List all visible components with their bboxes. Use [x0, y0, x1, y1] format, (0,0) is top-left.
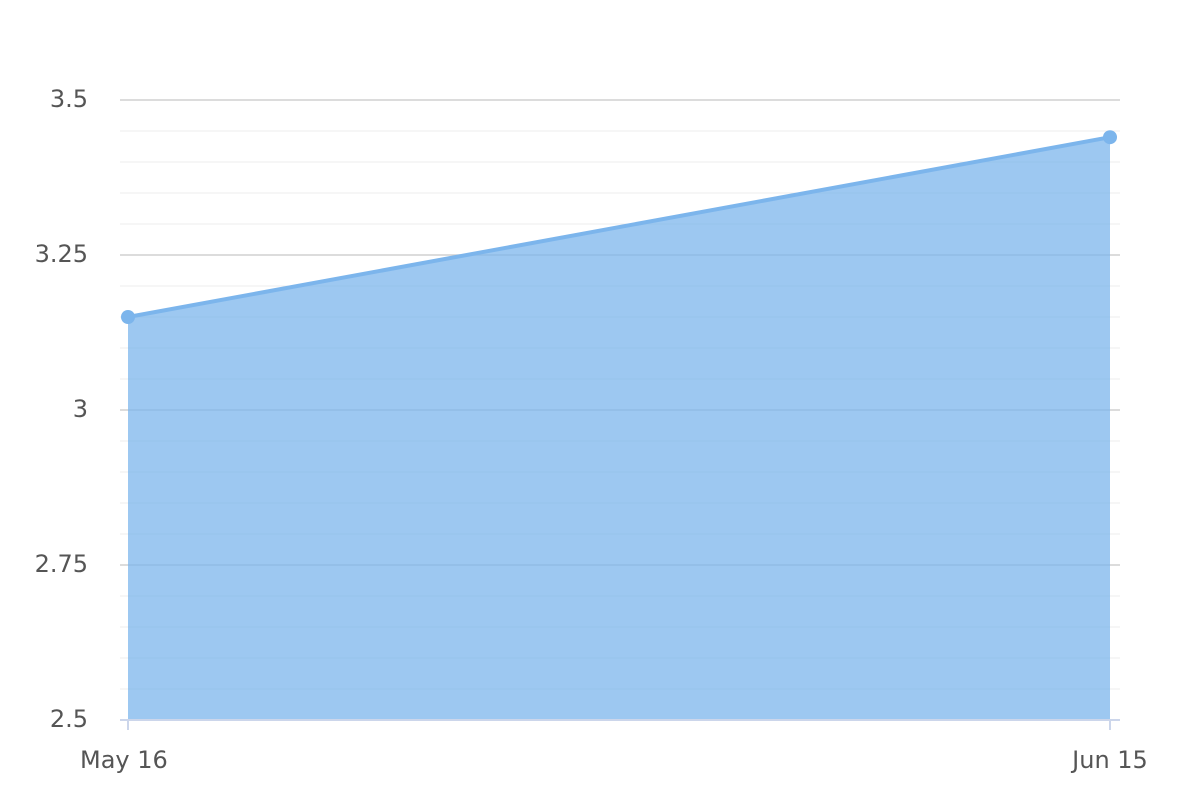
area: [128, 137, 1110, 720]
x-tick-label: May 16: [80, 746, 168, 774]
y-tick-label: 2.5: [50, 705, 88, 733]
y-tick-label: 3: [73, 395, 88, 423]
y-tick-label: 3.25: [35, 240, 88, 268]
x-tick-label: Jun 15: [1070, 746, 1148, 774]
point: [121, 310, 135, 324]
line: [127, 135, 1111, 319]
y-tick-label: 3.5: [50, 85, 88, 113]
y-tick-label: 2.75: [35, 550, 88, 578]
point: [1103, 130, 1117, 145]
